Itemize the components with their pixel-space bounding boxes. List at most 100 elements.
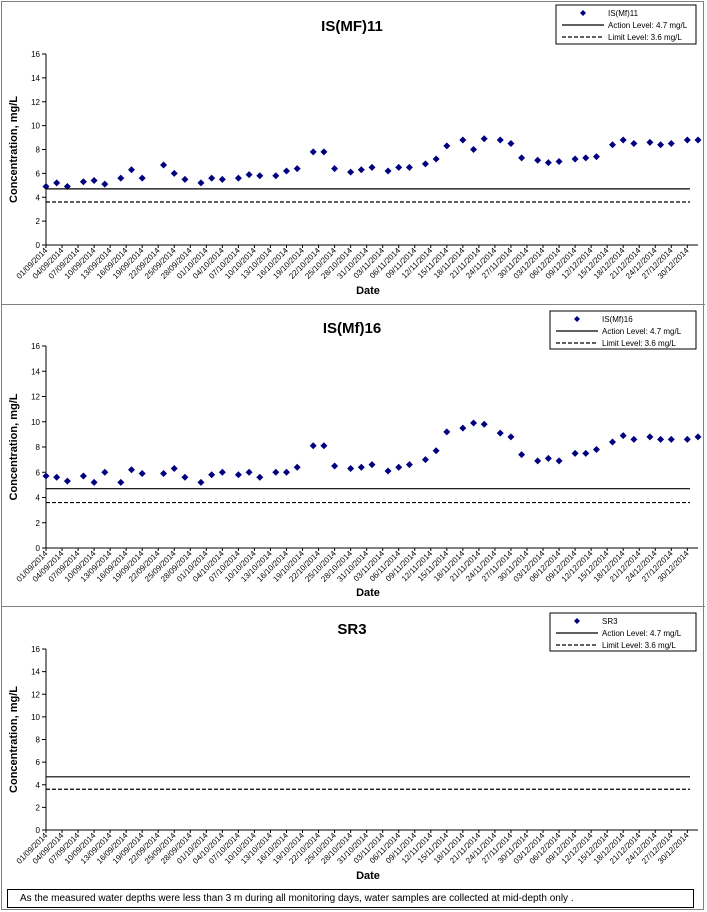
data-point	[545, 455, 552, 462]
data-point	[53, 474, 60, 481]
data-point	[609, 141, 616, 148]
data-point	[459, 136, 466, 143]
data-point	[630, 140, 637, 147]
data-point	[181, 474, 188, 481]
data-point	[433, 447, 440, 454]
legend-label: IS(Mf)16	[602, 315, 633, 324]
legend-label: SR3	[602, 617, 618, 626]
data-point	[347, 169, 354, 176]
footnote: As the measured water depths were less t…	[7, 889, 694, 908]
data-point	[572, 156, 579, 163]
data-point	[283, 469, 290, 476]
data-point	[358, 464, 365, 471]
y-tick-label: 2	[36, 519, 41, 528]
data-point	[630, 436, 637, 443]
y-tick-label: 6	[36, 758, 41, 767]
data-point	[208, 175, 215, 182]
data-point	[80, 473, 87, 480]
data-point	[272, 469, 279, 476]
data-point	[518, 451, 525, 458]
data-point	[347, 465, 354, 472]
data-point	[695, 136, 702, 143]
y-tick-label: 14	[31, 367, 40, 376]
data-point	[385, 467, 392, 474]
y-tick-label: 10	[31, 418, 40, 427]
data-point	[139, 470, 146, 477]
data-point	[160, 162, 167, 169]
data-point	[171, 170, 178, 177]
data-point	[556, 457, 563, 464]
data-point	[80, 178, 87, 185]
data-point	[197, 179, 204, 186]
data-point	[171, 465, 178, 472]
data-point	[497, 430, 504, 437]
data-point	[294, 464, 301, 471]
data-point	[369, 461, 376, 468]
data-point	[695, 433, 702, 440]
data-point	[101, 469, 108, 476]
data-point	[395, 164, 402, 171]
y-tick-label: 12	[31, 393, 40, 402]
data-point	[139, 175, 146, 182]
data-point	[545, 159, 552, 166]
data-point	[369, 164, 376, 171]
data-point	[256, 172, 263, 179]
x-axis-title: Date	[356, 870, 380, 882]
y-tick-label: 16	[31, 645, 40, 654]
data-point	[481, 421, 488, 428]
data-point	[593, 446, 600, 453]
y-tick-label: 12	[31, 690, 40, 699]
data-point	[459, 425, 466, 432]
data-point	[620, 136, 627, 143]
y-axis-title: Concentration, mg/L	[8, 393, 20, 500]
y-axis-title: Concentration, mg/L	[8, 686, 20, 793]
y-tick-label: 10	[31, 713, 40, 722]
y-tick-label: 12	[31, 98, 40, 107]
data-point	[518, 154, 525, 161]
data-point	[320, 442, 327, 449]
legend-label: Action Level: 4.7 mg/L	[608, 21, 688, 30]
data-point	[128, 466, 135, 473]
data-point	[246, 171, 253, 178]
data-point	[208, 471, 215, 478]
data-point	[64, 478, 71, 485]
legend-label: Action Level: 4.7 mg/L	[602, 327, 682, 336]
legend-label: IS(Mf)11	[608, 9, 639, 18]
chart-title: SR3	[337, 621, 366, 638]
y-tick-label: 6	[36, 169, 41, 178]
y-tick-label: 8	[36, 146, 41, 155]
data-point	[422, 456, 429, 463]
data-point	[331, 165, 338, 172]
data-point	[101, 181, 108, 188]
data-point	[646, 433, 653, 440]
data-point	[331, 462, 338, 469]
data-point	[395, 464, 402, 471]
legend-label: Limit Level: 3.6 mg/L	[608, 33, 682, 42]
data-point	[256, 474, 263, 481]
data-point	[684, 136, 691, 143]
data-point	[534, 457, 541, 464]
data-point	[320, 148, 327, 155]
data-point	[657, 141, 664, 148]
data-point	[117, 479, 124, 486]
data-point	[668, 140, 675, 147]
y-tick-label: 2	[36, 803, 41, 812]
y-tick-label: 14	[31, 668, 40, 677]
data-point	[556, 158, 563, 165]
y-tick-label: 8	[36, 736, 41, 745]
data-point	[582, 154, 589, 161]
data-point	[43, 473, 50, 480]
data-point	[219, 469, 226, 476]
data-point	[283, 167, 290, 174]
y-axis-title: Concentration, mg/L	[8, 96, 20, 203]
data-point	[128, 166, 135, 173]
data-point	[684, 436, 691, 443]
data-point	[481, 135, 488, 142]
y-tick-label: 4	[36, 781, 41, 790]
legend-label: Limit Level: 3.6 mg/L	[602, 641, 676, 650]
data-point	[646, 139, 653, 146]
data-point	[507, 140, 514, 147]
data-point	[235, 471, 242, 478]
data-point	[385, 167, 392, 174]
